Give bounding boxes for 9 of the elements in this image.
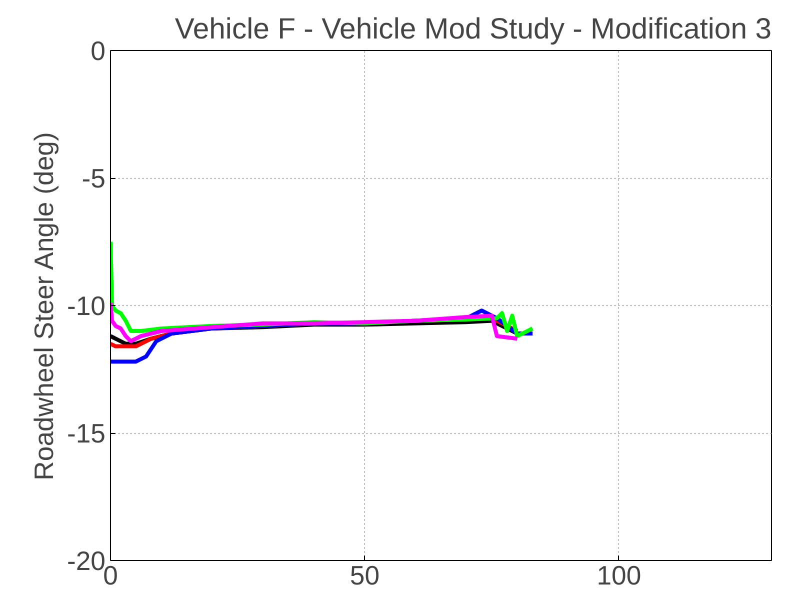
y-tick-label: -5 [82, 164, 106, 194]
x-tick-label: 50 [350, 560, 380, 590]
line-series [110, 300, 520, 344]
y-tick-label: -15 [66, 418, 106, 448]
y-axis-title: Roadwheel Steer Angle (deg) [28, 132, 59, 480]
y-tick-label: -10 [66, 291, 106, 321]
x-tick-label: 100 [596, 560, 642, 590]
chart-title: Vehicle F - Vehicle Mod Study - Modification 3 [174, 12, 772, 46]
y-tick-label: 0 [90, 36, 106, 66]
